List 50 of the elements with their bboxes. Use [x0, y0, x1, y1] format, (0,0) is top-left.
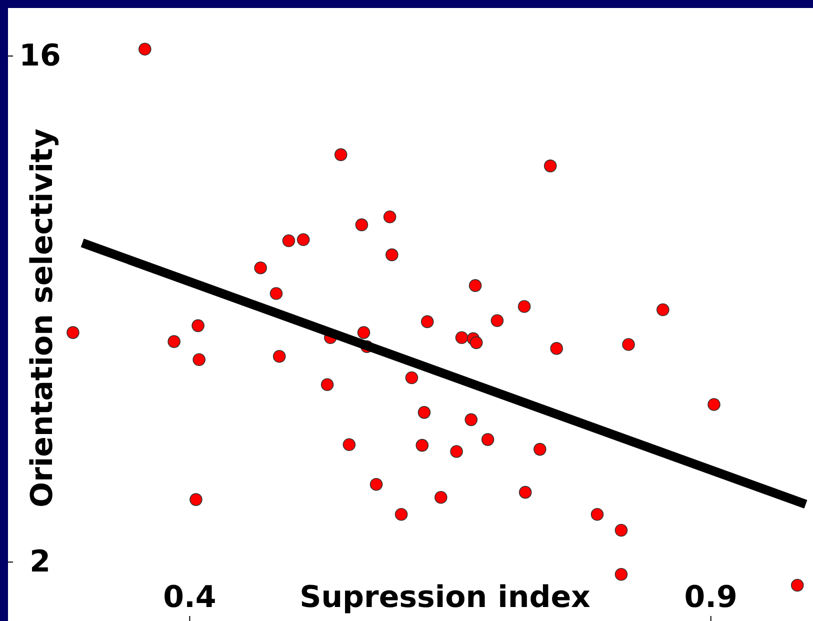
point: [481, 433, 494, 446]
y-tick-label: 16: [19, 38, 61, 74]
x-axis-title: Supression index: [300, 580, 590, 615]
point: [355, 218, 368, 232]
point: [370, 478, 383, 491]
point: [190, 493, 202, 506]
point: [272, 350, 286, 363]
point: [342, 438, 356, 452]
point: [518, 486, 532, 499]
point: [420, 315, 434, 328]
point: [405, 371, 418, 384]
point: [534, 442, 546, 456]
point: [790, 578, 804, 592]
point: [550, 342, 563, 355]
y-axis-title: Orientation selectivity: [25, 128, 60, 508]
point: [296, 233, 310, 246]
point: [656, 303, 670, 316]
point: [192, 353, 206, 366]
point: [418, 406, 431, 419]
point: [320, 378, 334, 391]
point: [386, 248, 398, 262]
point: [357, 326, 370, 339]
point: [590, 508, 604, 521]
point: [270, 287, 283, 300]
point: [138, 42, 152, 56]
point: [708, 398, 720, 411]
point: [254, 261, 267, 274]
point: [334, 148, 348, 162]
point: [434, 490, 448, 504]
point: [490, 314, 504, 328]
point: [192, 319, 204, 332]
point: [450, 445, 463, 458]
point: [394, 508, 408, 521]
point: [455, 331, 468, 344]
x-tick-label: 0.4: [163, 580, 216, 615]
point: [383, 210, 396, 224]
point: [470, 336, 483, 350]
point: [468, 279, 482, 292]
point: [168, 335, 180, 348]
point: [544, 160, 557, 172]
x-tick-label: 0.9: [684, 580, 738, 615]
point: [66, 326, 80, 339]
point: [282, 234, 296, 248]
point: [622, 338, 635, 351]
point: [518, 300, 531, 313]
point: [416, 438, 429, 452]
point: [464, 413, 478, 426]
y-tick-label: 2: [30, 544, 50, 580]
point: [614, 524, 628, 537]
point: [614, 568, 628, 581]
